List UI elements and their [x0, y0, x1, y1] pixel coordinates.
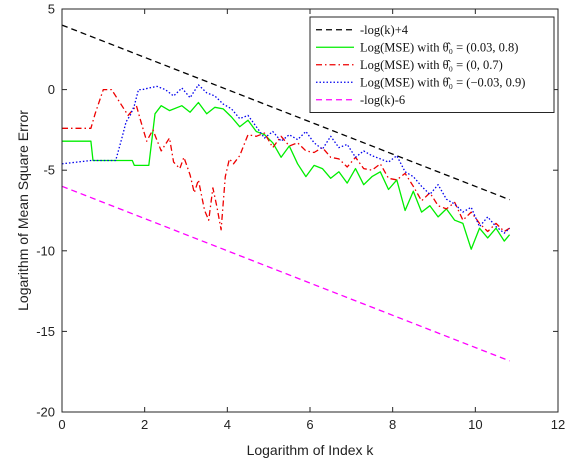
y-tick-label: -20 [36, 405, 55, 420]
legend-entry-3: Log(MSE) with θ̂₀ = (0, 0.7) [360, 58, 503, 72]
y-tick-label: 0 [48, 82, 55, 97]
x-tick-label: 2 [141, 417, 148, 432]
legend-entry-5: -log(k)-6 [360, 93, 405, 107]
tick-layer: 0 2 4 6 8 10 12 5 0 -5 -10 -15 -20 [36, 2, 565, 433]
legend-box [309, 16, 555, 113]
series-layer [61, 24, 511, 362]
y-tick-label: -5 [43, 163, 55, 178]
legend: -log(k)+4 Log(MSE) with θ̂₀ = (0.03, 0.8)… [309, 16, 555, 113]
legend-entry-4: Log(MSE) with θ̂₀ = (−0.03, 0.9) [360, 75, 525, 89]
x-tick-label: 6 [306, 417, 313, 432]
x-tick-label: 8 [389, 417, 396, 432]
y-tick-label: 5 [48, 2, 55, 17]
y-axis-label: Logarithm of Mean Square Error [15, 110, 31, 311]
x-tick-label: 0 [58, 417, 65, 432]
series-line-3 [62, 88, 510, 233]
series-line-5 [61, 185, 510, 362]
y-tick-label: -10 [36, 243, 55, 258]
y-tick-label: -15 [36, 324, 55, 339]
legend-entry-1: -log(k)+4 [360, 23, 409, 37]
series-line-1 [61, 24, 510, 201]
legend-entry-2: Log(MSE) with θ̂₀ = (0.03, 0.8) [360, 40, 518, 54]
x-tick-label: 10 [468, 417, 482, 432]
x-axis-label: Logarithm of Index k [247, 442, 375, 458]
x-tick-label: 4 [224, 417, 231, 432]
series-line-2 [62, 101, 511, 250]
x-tick-label: 12 [551, 417, 565, 432]
series-line-4 [61, 84, 511, 234]
